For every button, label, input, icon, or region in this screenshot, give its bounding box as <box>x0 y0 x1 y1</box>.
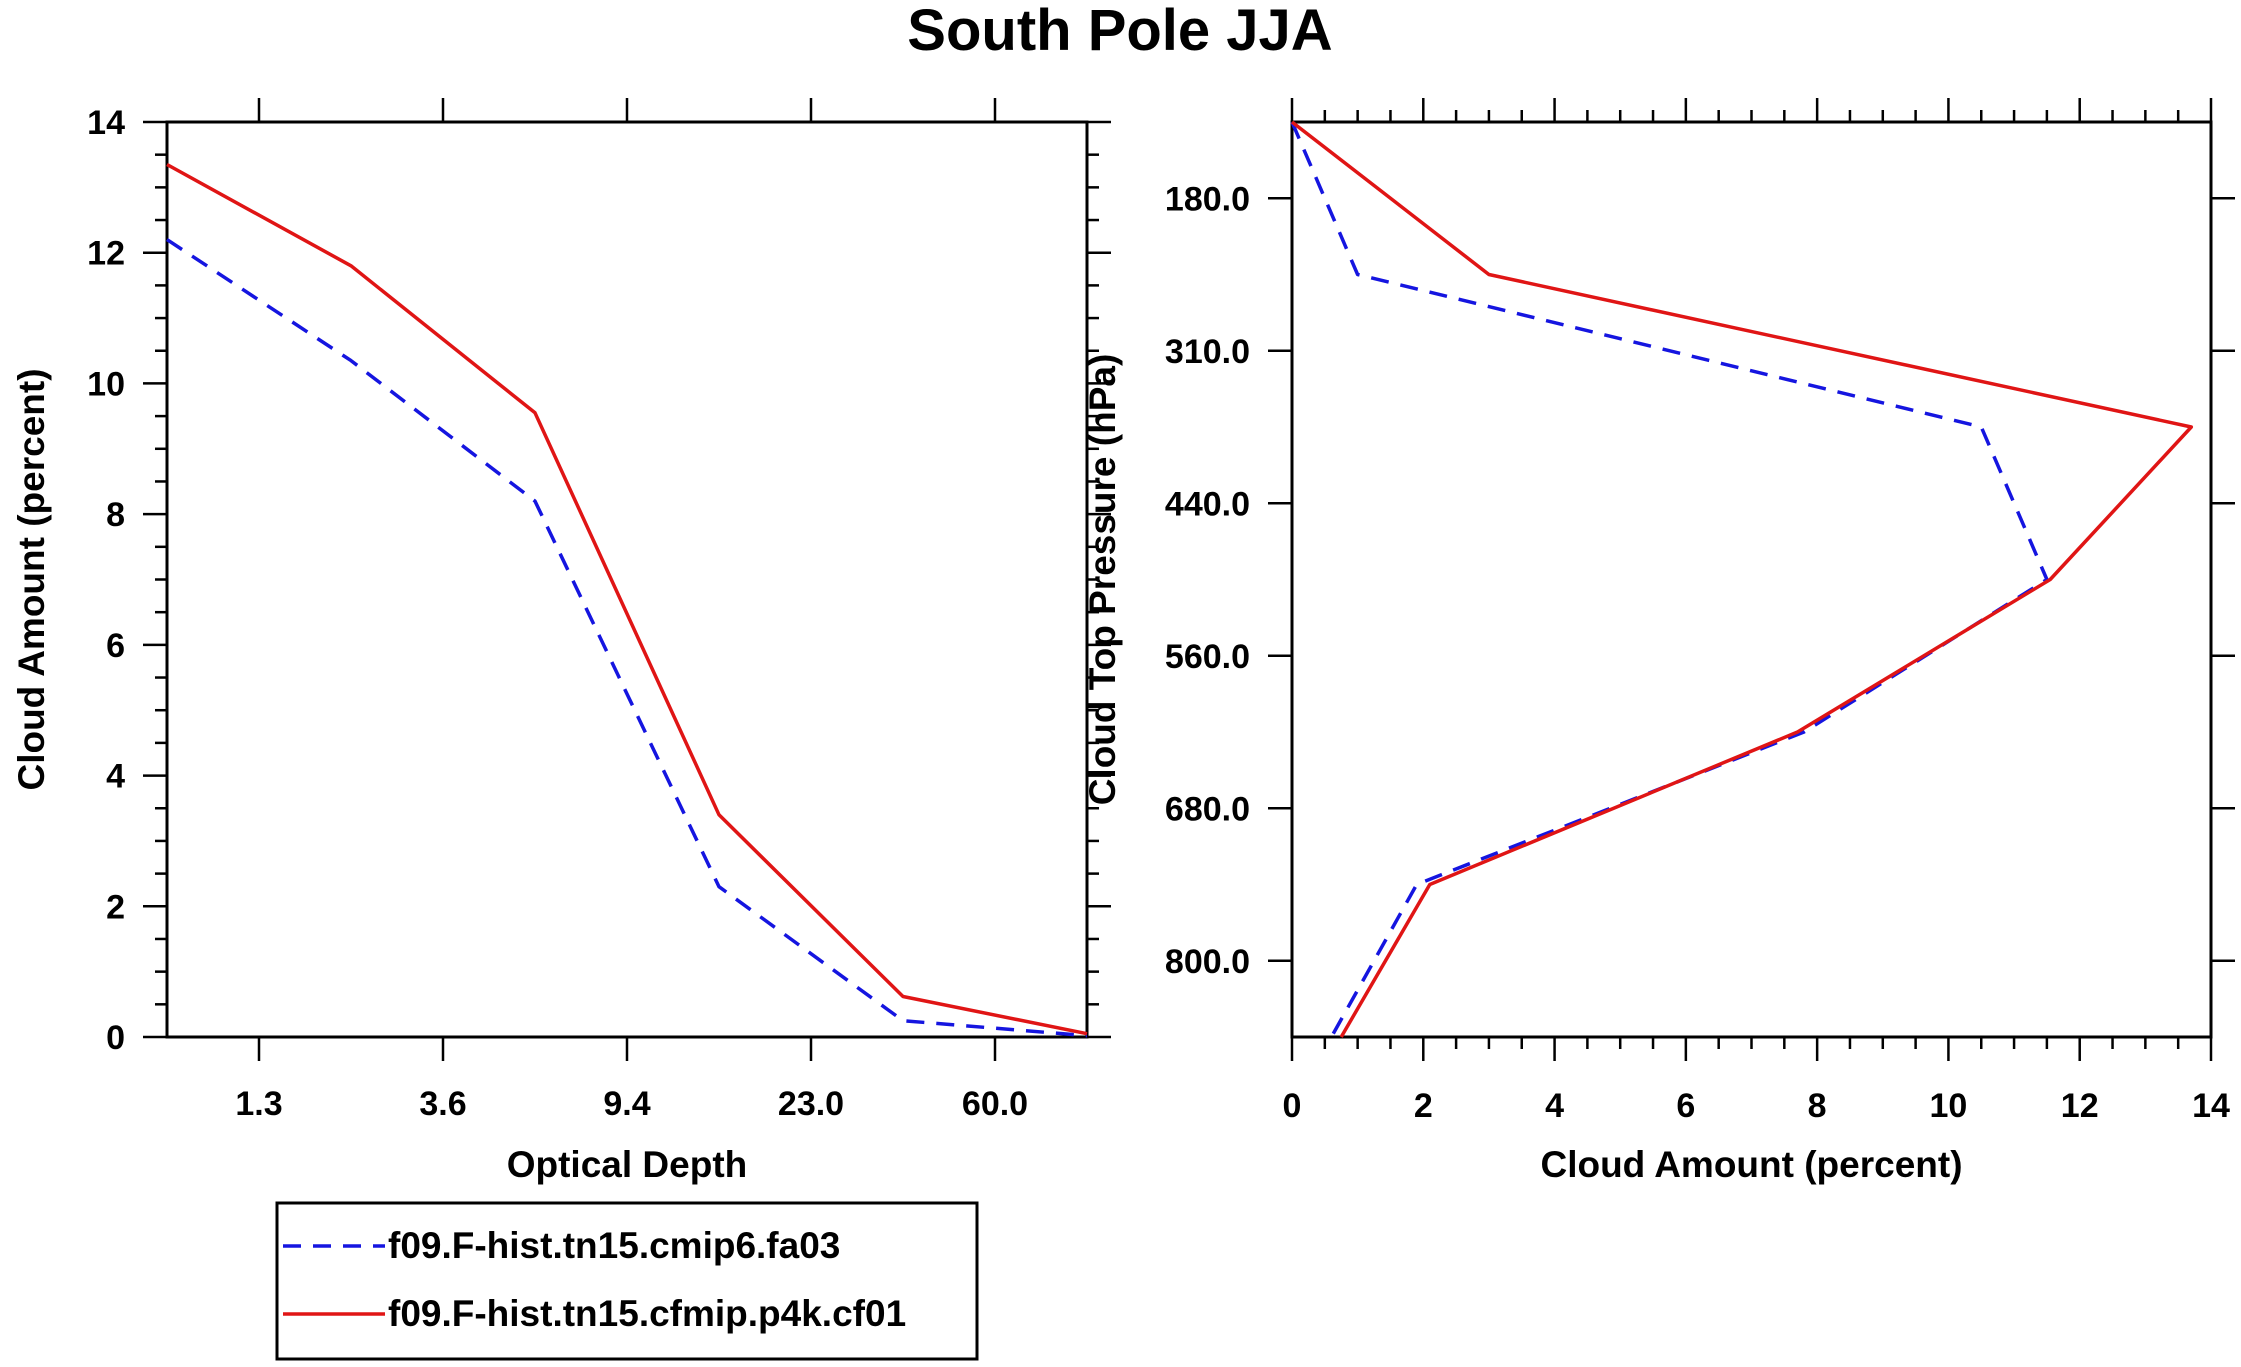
x-tick-label: 1.3 <box>235 1085 282 1123</box>
x-tick-label: 23.0 <box>778 1085 844 1123</box>
x-tick-label: 4 <box>1545 1087 1564 1125</box>
y-tick-label: 680.0 <box>1165 790 1250 828</box>
x-tick-label: 6 <box>1676 1087 1695 1125</box>
legend-box <box>275 1201 979 1361</box>
x-tick-label: 3.6 <box>419 1085 466 1123</box>
x-tick-label: 12 <box>2061 1087 2099 1125</box>
y-tick-label: 14 <box>87 104 125 142</box>
x-tick-label: 9.4 <box>603 1085 650 1123</box>
x-tick-label: 10 <box>1930 1087 1968 1125</box>
right-plot-frame <box>1290 120 2213 1039</box>
left-plot-frame <box>165 120 1089 1039</box>
optical-depth-panel: 0 2 4 6 8 10 12 14 1.3 3.6 9.4 23.0 60.0 Optical Dept… <box>11 98 1111 1185</box>
legend-label-p4k: f09.F-hist.tn15.cfmip.p4k.cf01 <box>388 1293 906 1334</box>
y-tick-label: 0 <box>106 1019 125 1057</box>
series-line-cmip6 <box>1290 121 2049 1038</box>
x-tick-label: 8 <box>1808 1087 1827 1125</box>
y-tick-label: 8 <box>106 496 125 534</box>
y-tick-label: 440.0 <box>1165 485 1250 523</box>
y-tick-label: 12 <box>87 235 125 273</box>
x-tick-label: 14 <box>2192 1087 2230 1125</box>
series-line-p4k <box>1290 120 2194 1038</box>
y-tick-label: 10 <box>87 365 125 403</box>
y-tick-label: 180.0 <box>1165 180 1250 218</box>
legend: f09.F-hist.tn15.cmip6.fa03 f09.F-hist.tn… <box>275 1201 979 1361</box>
x-tick-label: 60.0 <box>962 1085 1028 1123</box>
x-axis-label: Optical Depth <box>507 1144 748 1185</box>
x-axis-label: Cloud Amount (percent) <box>1540 1144 1962 1185</box>
series-line-cmip6 <box>166 238 1088 1038</box>
y-tick-label: 2 <box>106 888 125 926</box>
y-axis-label: Cloud Amount (percent) <box>11 368 52 790</box>
x-tick-label: 2 <box>1414 1087 1433 1125</box>
y-axis-label: Cloud Top Pressure (hPa) <box>1082 354 1123 806</box>
x-tick-label: 0 <box>1283 1087 1302 1125</box>
y-tick-label: 560.0 <box>1165 638 1250 676</box>
y-tick-label: 6 <box>106 627 125 665</box>
y-tick-label: 4 <box>106 758 125 796</box>
y-tick-label: 310.0 <box>1165 333 1250 371</box>
y-tick-label: 800.0 <box>1165 943 1250 981</box>
pressure-panel: 0 2 4 6 8 10 12 14 180.0 310.0 440.0 560.0 680.0 800.… <box>1082 98 2235 1185</box>
figure-title: South Pole JJA <box>907 0 1332 63</box>
legend-label-cmip6: f09.F-hist.tn15.cmip6.fa03 <box>388 1225 840 1266</box>
series-line-p4k <box>166 162 1088 1036</box>
